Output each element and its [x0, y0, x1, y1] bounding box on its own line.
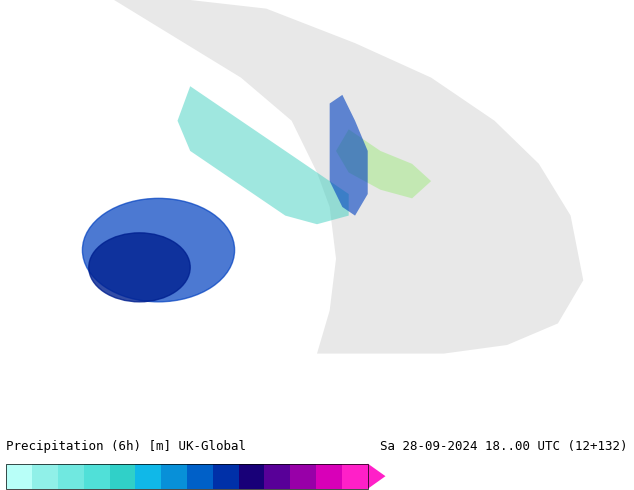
Bar: [84, 464, 110, 489]
Bar: [187, 464, 213, 489]
Bar: [32, 464, 58, 489]
Circle shape: [89, 233, 190, 302]
Text: Sa 28-09-2024 18..00 UTC (12+132): Sa 28-09-2024 18..00 UTC (12+132): [380, 440, 628, 453]
Bar: [6, 464, 32, 489]
Circle shape: [82, 198, 235, 302]
Bar: [58, 464, 84, 489]
Polygon shape: [178, 86, 349, 224]
Polygon shape: [368, 464, 385, 489]
Bar: [136, 464, 161, 489]
Polygon shape: [336, 129, 431, 198]
Bar: [238, 464, 264, 489]
Bar: [213, 464, 238, 489]
Bar: [342, 464, 368, 489]
Bar: [290, 464, 316, 489]
Bar: [6, 464, 368, 489]
Text: Precipitation (6h) [m] UK-Global: Precipitation (6h) [m] UK-Global: [6, 440, 247, 453]
Polygon shape: [330, 95, 368, 216]
Bar: [161, 464, 187, 489]
Polygon shape: [114, 0, 583, 354]
Bar: [110, 464, 136, 489]
Bar: [264, 464, 290, 489]
Bar: [316, 464, 342, 489]
